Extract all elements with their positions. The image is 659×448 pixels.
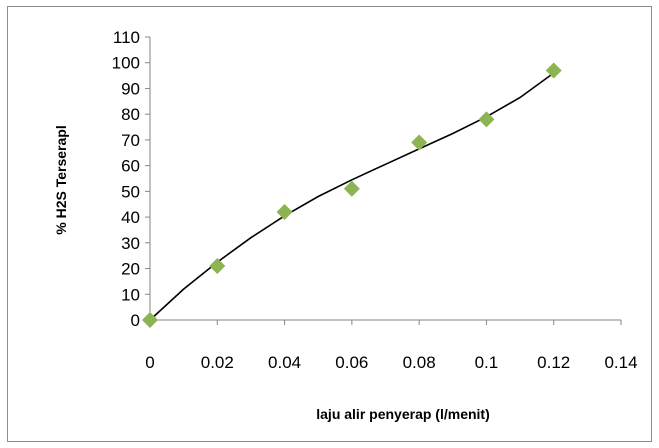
x-tick-label: 0 (145, 353, 154, 372)
x-tick-label: 0.04 (268, 353, 301, 372)
y-tick-label: 50 (121, 182, 140, 201)
data-point (343, 180, 360, 197)
y-tick-label: 60 (121, 157, 140, 176)
y-tick-label: 30 (121, 234, 140, 253)
y-tick-label: 110 (113, 28, 140, 47)
y-tick-label: 0 (131, 311, 140, 330)
data-point (142, 312, 158, 328)
data-point (545, 62, 562, 79)
y-tick-label: 40 (121, 208, 140, 227)
x-axis-title: laju alir penyerap (l/menit) (316, 406, 490, 422)
y-tick-label: 80 (121, 105, 140, 124)
x-tick-label: 0.14 (604, 353, 637, 372)
x-tick-label: 0.12 (537, 353, 570, 372)
y-tick-label: 20 (121, 260, 140, 279)
y-axis-ticks: 0 10 20 30 40 50 60 70 80 90 100 110 (112, 28, 150, 330)
x-tick-label: 0.06 (335, 353, 368, 372)
y-tick-label: 10 (121, 285, 140, 304)
chart-frame (7, 6, 652, 442)
x-tick-label: 0.08 (403, 353, 436, 372)
x-tick-label: 0.1 (475, 353, 499, 372)
data-point (276, 203, 293, 220)
y-tick-label: 100 (112, 54, 140, 73)
y-tick-label: 70 (121, 131, 140, 150)
data-point (411, 134, 428, 151)
data-point (478, 111, 495, 128)
x-axis-ticks: 0 0.02 0.04 0.06 0.08 0.1 0.12 0.14 (145, 320, 638, 372)
y-axis-title: % H2S Terserapl (53, 125, 69, 234)
x-tick-label: 0.02 (201, 353, 234, 372)
data-points (142, 62, 562, 328)
data-point (209, 257, 226, 274)
y-tick-label: 90 (121, 79, 140, 98)
